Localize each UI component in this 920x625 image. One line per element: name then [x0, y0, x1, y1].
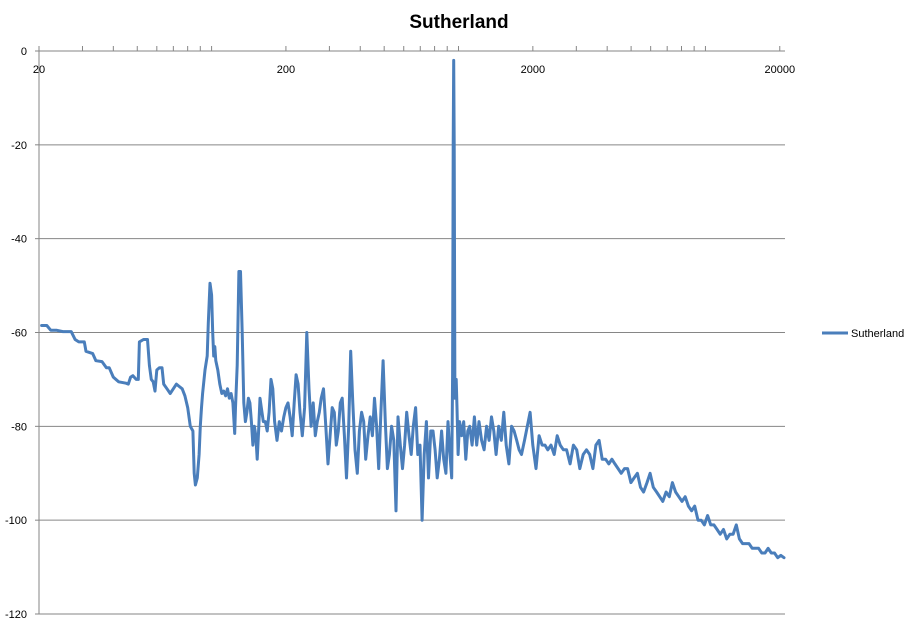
y-tick-label: -20: [11, 140, 27, 152]
y-tick-label: -60: [11, 328, 27, 340]
x-tick-label: 20000: [764, 64, 795, 76]
gridlines: [39, 144, 785, 615]
plot-series: [40, 58, 786, 560]
y-tick-label: -100: [5, 515, 27, 527]
y-tick-label: -120: [5, 609, 27, 621]
axes: 0 -20 -40 -60 -80 -100 -120 20 200 2000 20000: [5, 46, 795, 621]
x-tick-label: 2000: [521, 64, 545, 76]
y-tick-label: -80: [11, 421, 27, 433]
chart-title: Sutherland: [409, 12, 508, 33]
series-line: [40, 58, 786, 560]
x-tick-label: 200: [277, 64, 295, 76]
legend: Sutherland: [822, 328, 904, 340]
legend-label: Sutherland: [851, 328, 904, 340]
y-tick-label: -40: [11, 234, 27, 246]
y-tick-label: 0: [21, 46, 27, 58]
x-tick-label: 20: [33, 64, 45, 76]
